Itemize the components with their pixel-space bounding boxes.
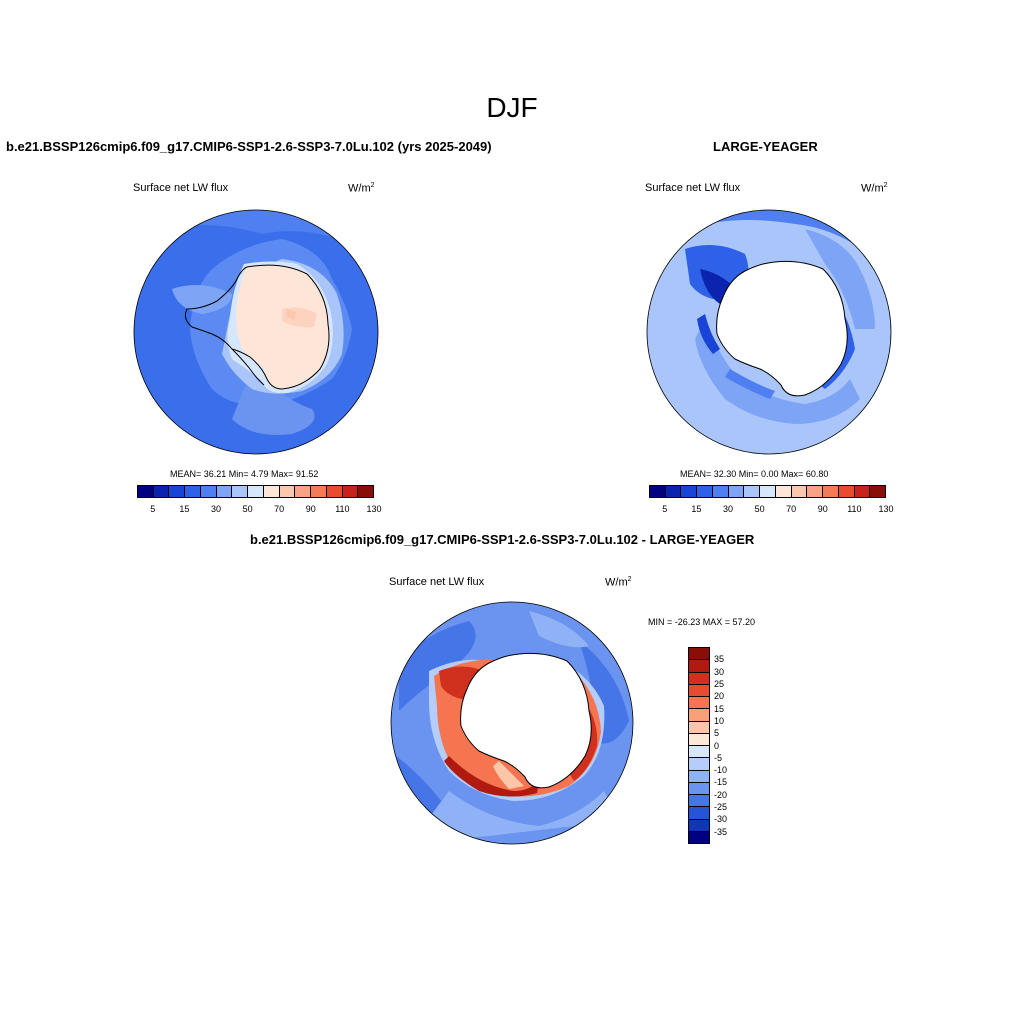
colorbar-tick-label: 0 bbox=[714, 740, 720, 751]
panel-3-title: b.e21.BSSP126cmip6.f09_g17.CMIP6-SSP1-2.… bbox=[250, 532, 755, 547]
colorbar-swatch bbox=[689, 770, 709, 783]
colorbar-tick-label: 30 bbox=[714, 666, 725, 677]
colorbar-swatch bbox=[689, 746, 709, 759]
panel-3-stats: MIN = -26.23 MAX = 57.20 bbox=[648, 617, 756, 627]
panel-2-units: W/m2 bbox=[861, 182, 888, 195]
colorbar-tick-label: 110 bbox=[847, 504, 862, 514]
colorbar-tick-label: 110 bbox=[335, 504, 350, 514]
colorbar-swatch bbox=[689, 709, 709, 722]
colorbar-tick-label: 5 bbox=[714, 728, 720, 739]
panel-2-polar-map bbox=[646, 209, 892, 455]
panel-1-units: W/m2 bbox=[348, 182, 375, 195]
colorbar-swatch bbox=[791, 486, 808, 497]
colorbar-swatch bbox=[689, 721, 709, 734]
colorbar-swatch bbox=[689, 672, 709, 685]
colorbar-swatch bbox=[216, 486, 233, 497]
colorbar-swatch bbox=[248, 486, 264, 497]
colorbar-swatch bbox=[311, 486, 327, 497]
colorbar-swatch bbox=[689, 795, 709, 808]
colorbar-swatch bbox=[689, 758, 709, 771]
colorbar-swatch bbox=[838, 486, 855, 497]
colorbar-swatch bbox=[689, 831, 709, 843]
colorbar-tick-label: 90 bbox=[305, 504, 316, 514]
colorbar-swatch bbox=[169, 486, 186, 497]
colorbar-tick-label: 15 bbox=[179, 504, 190, 514]
panel-1-stats: MEAN= 36.21 Min= 4.79 Max= 91.52 bbox=[170, 469, 319, 479]
colorbar-tick-label: 20 bbox=[714, 691, 725, 702]
panel-1-polar-map bbox=[133, 209, 379, 455]
colorbar-swatch bbox=[689, 807, 709, 820]
colorbar-tick-label: 35 bbox=[714, 654, 725, 665]
colorbar-swatch bbox=[697, 486, 713, 497]
colorbar-swatch bbox=[807, 486, 824, 497]
colorbar-tick-label: 15 bbox=[691, 504, 702, 514]
colorbar-swatch bbox=[153, 486, 170, 497]
panel-3-polar-map bbox=[390, 601, 634, 845]
colorbar-swatch bbox=[689, 819, 709, 832]
colorbar-swatch bbox=[342, 486, 359, 497]
colorbar-tick-label: 30 bbox=[722, 504, 734, 514]
colorbar-swatch bbox=[650, 486, 666, 497]
colorbar-tick-label: -5 bbox=[714, 752, 723, 763]
colorbar-swatch bbox=[232, 486, 249, 497]
colorbar-swatch bbox=[775, 486, 792, 497]
colorbar-tick-label: -10 bbox=[714, 765, 728, 776]
colorbar-tick-label: 50 bbox=[242, 504, 253, 514]
colorbar-tick-label: 70 bbox=[786, 504, 797, 514]
colorbar-tick-label: -25 bbox=[714, 802, 728, 813]
colorbar-tick-label: 130 bbox=[878, 504, 894, 514]
colorbar-swatch bbox=[823, 486, 839, 497]
panel-3-units: W/m2 bbox=[605, 576, 632, 589]
colorbar-swatch bbox=[689, 648, 709, 661]
colorbar-swatch bbox=[326, 486, 343, 497]
colorbar-tick-label: 30 bbox=[210, 504, 222, 514]
panel-3-variable: Surface net LW flux bbox=[389, 576, 485, 588]
colorbar-tick-label: -35 bbox=[714, 826, 728, 837]
panel-2-stats: MEAN= 32.30 Min= 0.00 Max= 60.80 bbox=[680, 469, 829, 479]
colorbar-swatch bbox=[295, 486, 312, 497]
colorbar-tick-label: 5 bbox=[662, 504, 668, 514]
colorbar-swatch bbox=[870, 486, 886, 497]
colorbar-swatch bbox=[689, 733, 709, 746]
colorbar-tick-label: 70 bbox=[274, 504, 285, 514]
colorbar-swatch bbox=[689, 782, 709, 795]
colorbar-tick-label: -20 bbox=[714, 789, 728, 800]
colorbar-swatch bbox=[689, 684, 709, 697]
colorbar-tick-label: 90 bbox=[817, 504, 828, 514]
panel-2-title: LARGE-YEAGER bbox=[713, 139, 818, 154]
colorbar-swatch bbox=[712, 486, 729, 497]
colorbar-swatch bbox=[681, 486, 698, 497]
panel-1-title: b.e21.BSSP126cmip6.f09_g17.CMIP6-SSP1-2.… bbox=[6, 139, 492, 154]
colorbar-swatch bbox=[854, 486, 871, 497]
colorbar-tick-label: -30 bbox=[714, 814, 728, 825]
colorbar-tick-label: 5 bbox=[150, 504, 156, 514]
colorbar-swatch bbox=[279, 486, 296, 497]
panel-2-colorbar bbox=[649, 485, 886, 498]
colorbar-tick-label: 130 bbox=[366, 504, 382, 514]
colorbar-swatch bbox=[689, 697, 709, 710]
colorbar-swatch bbox=[200, 486, 217, 497]
colorbar-swatch bbox=[689, 660, 709, 673]
colorbar-tick-label: 10 bbox=[714, 715, 725, 726]
colorbar-swatch bbox=[744, 486, 761, 497]
colorbar-swatch bbox=[665, 486, 682, 497]
panel-1-variable: Surface net LW flux bbox=[133, 182, 229, 194]
colorbar-tick-label: 50 bbox=[754, 504, 765, 514]
colorbar-swatch bbox=[358, 486, 374, 497]
colorbar-swatch bbox=[728, 486, 745, 497]
colorbar-tick-label: 15 bbox=[714, 703, 725, 714]
panel-3-colorbar bbox=[688, 647, 710, 844]
panel-2-variable: Surface net LW flux bbox=[645, 182, 741, 194]
colorbar-swatch bbox=[185, 486, 201, 497]
panel-1-colorbar bbox=[137, 485, 374, 498]
colorbar-swatch bbox=[138, 486, 154, 497]
colorbar-swatch bbox=[263, 486, 280, 497]
colorbar-tick-label: -15 bbox=[714, 777, 728, 788]
colorbar-tick-label: 25 bbox=[714, 678, 725, 689]
colorbar-swatch bbox=[760, 486, 776, 497]
main-title: DJF bbox=[486, 92, 538, 123]
